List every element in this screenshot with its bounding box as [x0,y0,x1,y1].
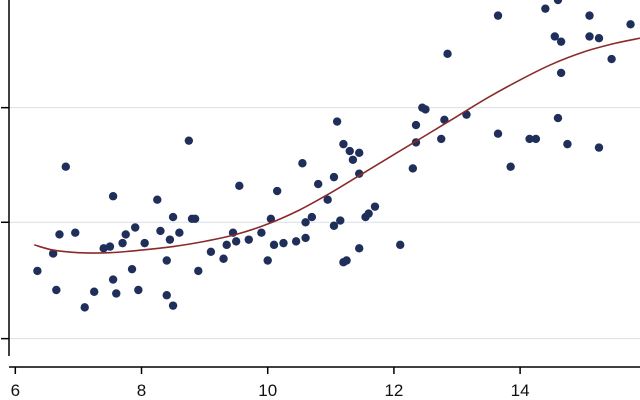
data-point [184,136,194,145]
data-point [553,0,563,5]
data-point [332,117,342,126]
data-point [307,212,317,222]
x-tick-label: 14 [511,381,530,400]
data-point [108,275,118,284]
data-point [279,238,288,248]
data-point [190,214,200,224]
data-point [541,4,550,13]
data-point [506,162,515,171]
data-point [108,192,118,201]
data-point [355,169,364,178]
x-tick-label: 8 [137,381,146,400]
data-point [301,233,310,243]
x-tick-label: 6 [11,381,20,400]
data-point [556,37,566,46]
data-point [329,172,339,182]
data-point [165,235,175,244]
data-point [493,11,503,20]
data-point [396,240,405,250]
data-point [222,240,231,250]
data-point [162,256,171,265]
data-point [131,223,140,232]
data-point [443,49,452,59]
x-axis-ticks: 6 8 10 12 14 [11,367,530,400]
data-point [121,230,130,239]
data-point [329,221,339,230]
data-point [257,228,266,237]
data-point [355,148,364,158]
scatter-points [33,0,635,312]
data-point [206,247,216,257]
data-point [219,254,228,263]
data-point [112,289,121,298]
data-point [291,237,301,246]
data-point [194,266,203,276]
data-point [345,146,354,156]
data-point [323,195,332,204]
data-point [244,235,253,244]
fit-line-group [33,37,640,254]
data-point [55,230,64,239]
data-point [235,181,244,191]
data-point [134,285,143,295]
data-point [370,202,380,211]
y-axis-ticks [1,106,9,340]
data-point [594,143,604,152]
data-point [80,303,89,312]
data-point [556,68,566,78]
data-point [493,129,503,138]
data-point [153,195,162,204]
data-point [313,179,323,189]
gridlines [9,107,640,340]
data-point [355,244,364,253]
data-point [61,162,70,171]
data-point [408,164,418,173]
data-point [269,240,279,250]
data-point [411,120,421,130]
data-point [421,105,430,114]
data-point [339,139,348,149]
data-point [626,20,635,29]
data-point [52,285,61,295]
data-point [71,228,80,237]
data-point [553,113,563,123]
x-tick-label: 12 [384,381,403,400]
data-point [563,139,572,149]
data-point [525,134,534,144]
data-point [364,209,373,218]
data-point [48,249,58,258]
data-point [531,134,541,144]
data-point [585,11,594,20]
data-point [437,134,446,144]
data-point [33,266,42,276]
data-point [550,32,560,41]
data-point [231,237,241,246]
fit-line [33,37,640,254]
data-point [89,287,99,296]
data-point [266,214,276,224]
data-point [272,186,282,196]
data-point [99,244,108,253]
data-point [140,238,149,248]
data-point [301,218,310,227]
data-point [607,54,616,64]
data-point [594,34,604,43]
data-point [162,291,171,300]
data-point [336,216,345,225]
data-point [105,242,115,251]
data-point [263,256,272,265]
data-point [585,32,594,41]
data-point [168,301,178,310]
data-point [118,238,127,248]
data-point [298,159,307,168]
data-point [127,264,137,274]
x-tick-label: 10 [258,381,277,400]
data-point [348,155,358,164]
data-point [342,256,351,265]
data-point [156,226,165,236]
data-point [175,228,184,237]
data-point [168,212,178,222]
